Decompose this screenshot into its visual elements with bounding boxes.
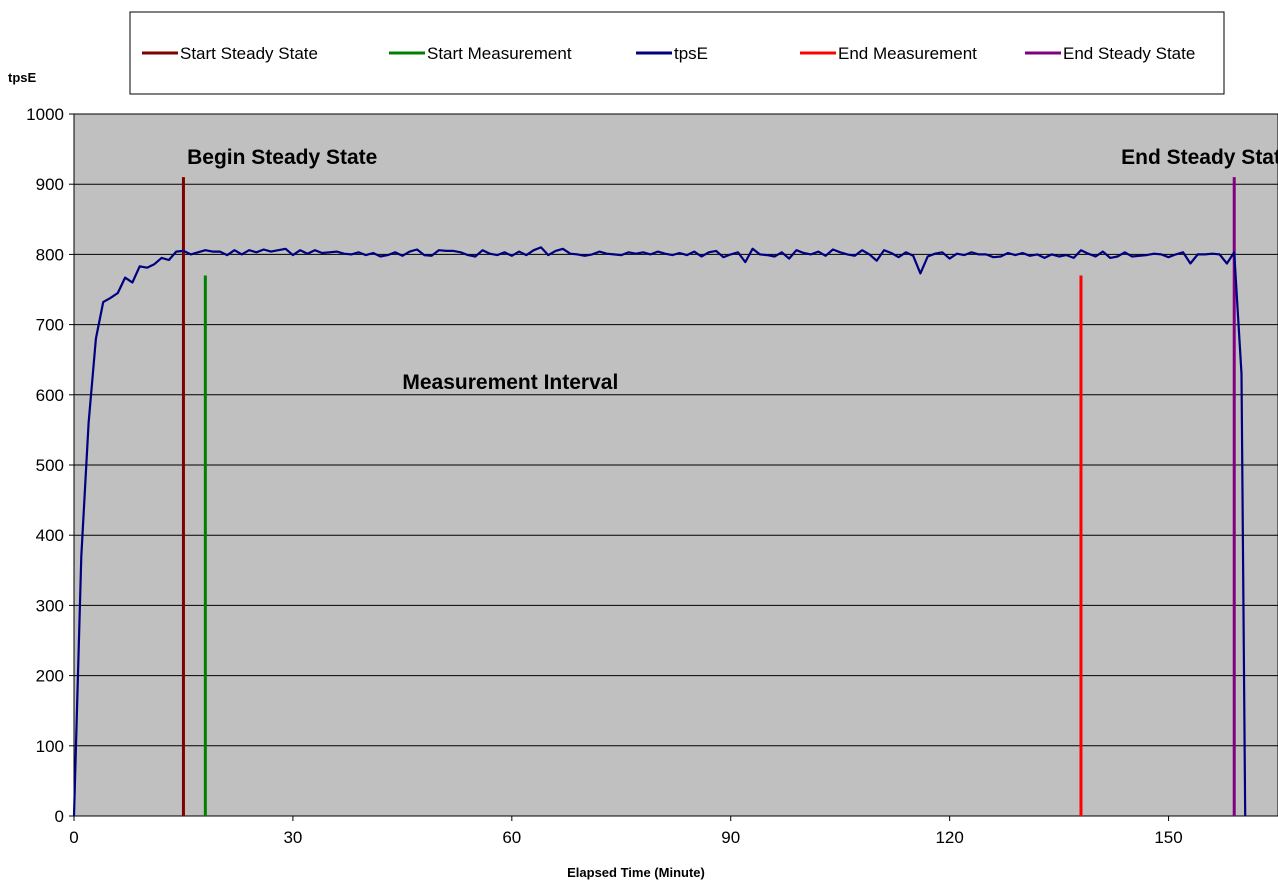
y-tick-label: 900: [36, 175, 64, 194]
x-axis-title: Elapsed Time (Minute): [567, 865, 705, 880]
x-tick-label: 0: [69, 828, 78, 847]
x-tick-label: 60: [502, 828, 521, 847]
x-axis: 0 30 60 90 120 150: [69, 815, 1278, 847]
legend-label: End Measurement: [838, 44, 977, 63]
y-tick-label: 700: [36, 316, 64, 335]
annotation-label: End Steady State: [1121, 146, 1278, 169]
y-tick-label: 100: [36, 737, 64, 756]
x-tick-label: 120: [935, 828, 963, 847]
legend: Start Steady State Start Measurement tpsE E…: [129, 11, 1225, 95]
annotation-label: Measurement Interval: [402, 371, 618, 394]
y-axis-title: tpsE: [8, 70, 37, 85]
y-tick-label: 500: [36, 456, 64, 475]
y-tick-label: 1000: [26, 105, 64, 124]
legend-label: Start Steady State: [180, 44, 318, 63]
annotations: Begin Steady State Measurement Interval En…: [187, 146, 1278, 394]
y-tick-label: 800: [36, 245, 64, 264]
annotation-label: Begin Steady State: [187, 146, 377, 169]
y-axis: 0 100 200 300 400 500 600 700 800 900 1000: [26, 105, 75, 826]
x-tick-label: 150: [1154, 828, 1182, 847]
legend-label: Start Measurement: [427, 44, 572, 63]
x-tick-label: 90: [721, 828, 740, 847]
vertical-markers: [181, 177, 1236, 816]
legend-label: End Steady State: [1063, 44, 1195, 63]
y-tick-label: 600: [36, 386, 64, 405]
series-line-tpse: [72, 246, 1247, 817]
legend-label: tpsE: [674, 44, 708, 63]
y-tick-label: 400: [36, 526, 64, 545]
y-tick-label: 200: [36, 667, 64, 686]
series: [72, 246, 1247, 817]
x-tick-label: 30: [283, 828, 302, 847]
y-tick-label: 300: [36, 596, 64, 615]
gridlines: [74, 183, 1278, 747]
y-tick-label: 0: [55, 807, 64, 826]
